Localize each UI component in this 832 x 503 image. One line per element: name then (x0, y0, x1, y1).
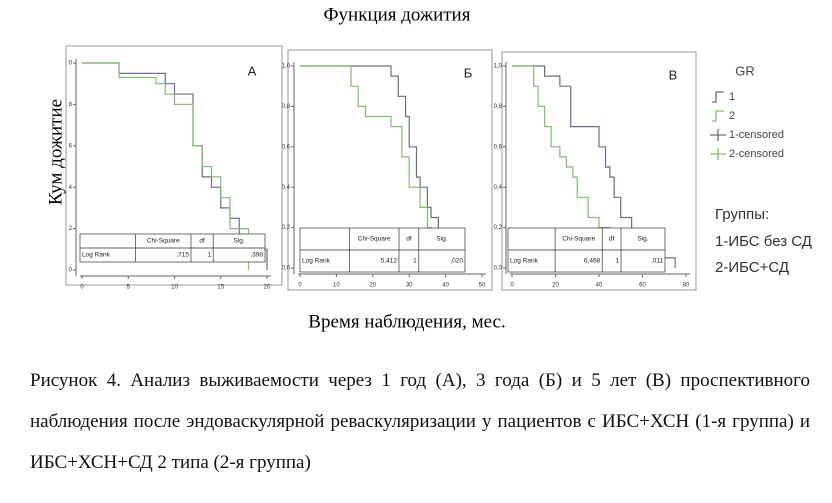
panel-label: Б (464, 65, 473, 80)
table-cell: ,715 (176, 252, 189, 259)
y-tick-label: 0,4 (494, 185, 503, 191)
table-row-label: Log Rank (82, 252, 111, 259)
caption: Рисунок 4. Анализ выживаемости через 1 г… (30, 370, 810, 473)
legend-title: GR (735, 63, 755, 78)
y-tick-label: 0,0 (494, 266, 503, 272)
survival-curve (300, 65, 436, 268)
y-tick-label: 2 (69, 226, 73, 232)
table-header: Chi-Square (358, 236, 391, 243)
table-header: df (406, 236, 412, 243)
legend-label: 1-censored (729, 129, 784, 141)
survival-curve (82, 62, 250, 270)
legend-swatch (710, 129, 726, 141)
table-cell: 6,468 (584, 258, 601, 265)
y-tick-label: 0 (69, 268, 73, 274)
table-row-label: Log Rank (510, 258, 539, 265)
y-tick-label: 0,6 (494, 144, 503, 150)
group-item: 2-ИБС+СД (715, 259, 789, 276)
table-header: Sig. (233, 238, 244, 245)
figure: Функция дожития Кум дожитие Время наблюд… (45, 4, 812, 332)
y-axis-label: Кум дожитие (45, 99, 66, 205)
x-tick-label: 5 (127, 285, 131, 291)
x-tick-label: 20 (369, 283, 376, 289)
legend-label: 2-censored (729, 148, 784, 160)
table-cell: 1 (208, 252, 212, 259)
table-cell: ,011 (651, 258, 664, 265)
groups-title: Группы: (715, 206, 769, 223)
x-tick-label: 15 (217, 285, 224, 291)
legend-label: 1 (729, 91, 735, 103)
x-axis-label: Время наблюдения, мес. (308, 311, 505, 332)
figure-title: Функция дожития (324, 4, 471, 25)
x-tick-label: 80 (683, 283, 690, 289)
y-tick-label: 0,4 (282, 185, 291, 191)
y-tick-label: 0,8 (282, 104, 291, 110)
legend-label: 2 (729, 110, 735, 122)
table-cell: ,398 (250, 252, 263, 259)
panel-label: В (669, 67, 678, 82)
y-tick-label: 0 (69, 61, 73, 67)
group-item: 1-ИБС без СД (715, 233, 812, 250)
panel-label: А (248, 63, 257, 78)
table-header: Sig. (637, 236, 648, 243)
table-header: df (609, 236, 615, 243)
table-cell: ,020 (450, 258, 463, 265)
table-row-label: Log Rank (302, 258, 331, 265)
survival-curve (300, 65, 461, 259)
x-tick-label: 50 (479, 283, 486, 289)
y-tick-label: 0,8 (494, 104, 503, 110)
x-tick-label: 0 (80, 285, 84, 291)
x-tick-label: 20 (264, 285, 271, 291)
table-header: Sig. (436, 236, 447, 243)
x-tick-label: 60 (639, 283, 646, 289)
table-cell: 5,412 (381, 258, 398, 265)
y-tick-label: 1,0 (494, 64, 503, 70)
y-tick-label: 0,2 (494, 225, 503, 231)
x-tick-label: 20 (552, 283, 559, 289)
x-tick-label: 0 (510, 283, 514, 289)
x-tick-label: 0 (298, 283, 302, 289)
y-tick-label: 1,0 (282, 64, 291, 70)
table-cell: 1 (615, 258, 619, 265)
table-header: Chi-Square (147, 238, 180, 245)
y-tick-label: 4 (69, 185, 73, 191)
x-tick-label: 40 (442, 283, 449, 289)
y-tick-label: 0,0 (282, 266, 291, 272)
x-tick-label: 10 (333, 283, 340, 289)
legend-swatch (710, 148, 726, 160)
x-tick-label: 30 (406, 283, 413, 289)
y-tick-label: 0,6 (282, 144, 291, 150)
y-tick-label: 0,2 (282, 225, 291, 231)
table-cell: 1 (413, 258, 417, 265)
y-tick-label: 8 (69, 102, 73, 108)
legend-swatch (712, 91, 724, 103)
table-header: Chi-Square (562, 236, 595, 243)
x-tick-label: 10 (171, 285, 178, 291)
survival-curve (512, 65, 611, 248)
table-header: df (199, 238, 205, 245)
legend-swatch (712, 110, 724, 122)
y-tick-label: 6 (69, 143, 73, 149)
x-tick-label: 40 (596, 283, 603, 289)
